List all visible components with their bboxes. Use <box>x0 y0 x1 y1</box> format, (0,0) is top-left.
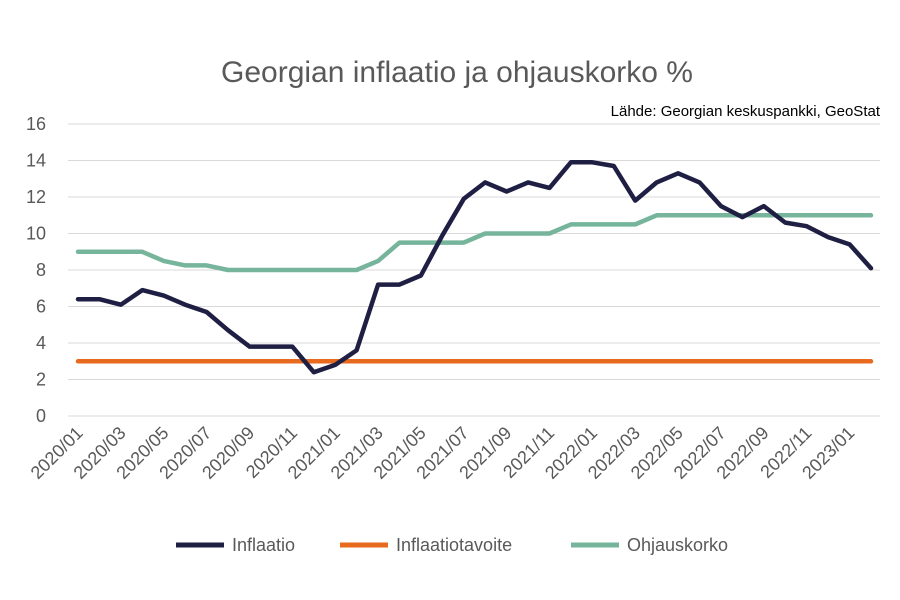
chart-title: Georgian inflaatio ja ohjauskorko % <box>221 56 693 89</box>
y-tick-label: 10 <box>26 224 46 244</box>
legend: Inflaatio Inflaatiotavoite Ohjauskorko <box>176 535 728 555</box>
legend-label: Inflaatiotavoite <box>396 535 512 555</box>
gridlines <box>68 123 880 417</box>
chart-source: Lähde: Georgian keskuspankki, GeoStat <box>611 103 881 120</box>
series-line-ohjauskorko <box>75 213 874 273</box>
y-tick-label: 4 <box>36 333 46 353</box>
y-tick-label: 12 <box>26 187 46 207</box>
y-tick-label: 8 <box>36 260 46 280</box>
legend-label: Ohjauskorko <box>627 535 728 555</box>
y-tick-label: 14 <box>26 151 46 171</box>
y-axis-ticks: 0 2 4 6 8 10 12 14 16 <box>26 114 46 426</box>
legend-label: Inflaatio <box>232 535 295 555</box>
y-tick-label: 16 <box>26 114 46 134</box>
series-line-inflaatio <box>75 160 874 375</box>
x-axis-ticks: 2020/012020/032020/052020/072020/092020/… <box>27 423 859 483</box>
y-tick-label: 0 <box>36 406 46 426</box>
y-tick-label: 6 <box>36 297 46 317</box>
series-group <box>75 160 874 375</box>
y-tick-label: 2 <box>36 370 46 390</box>
